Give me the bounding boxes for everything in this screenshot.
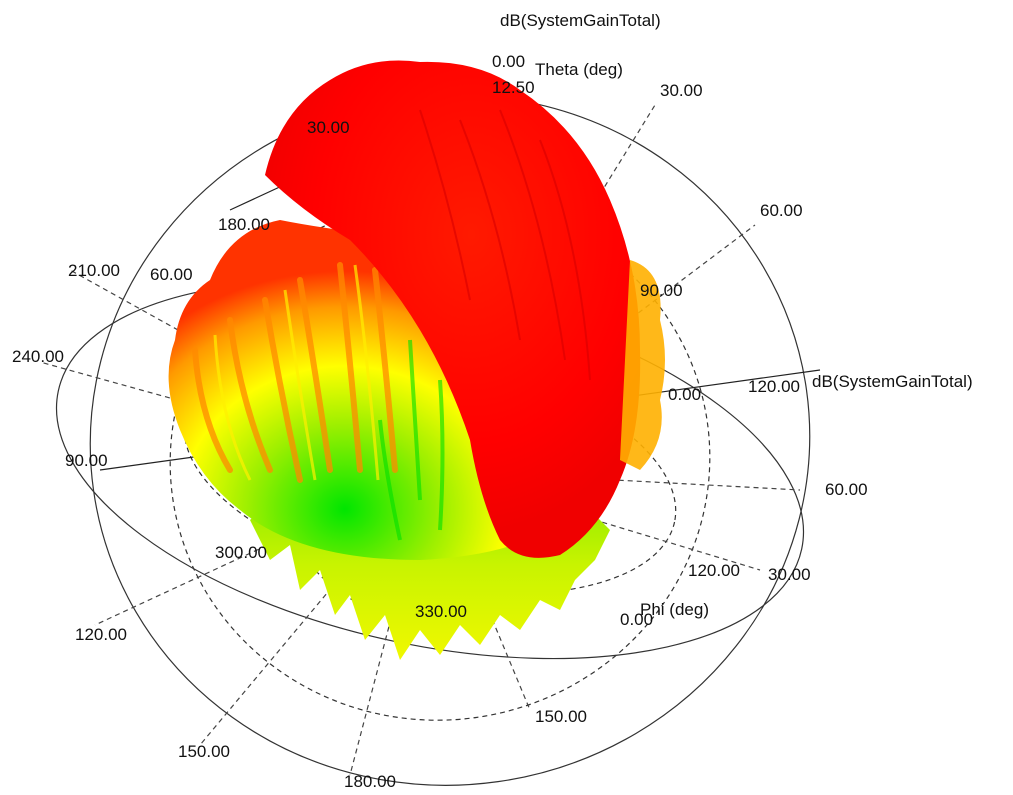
theta-tick: 60.00 xyxy=(825,480,868,499)
spoke xyxy=(429,469,801,491)
right-side-lobes xyxy=(620,260,665,470)
spoke xyxy=(94,469,431,626)
theta-tick: 120.00 xyxy=(75,625,127,644)
theta-tick: 0.00 xyxy=(620,610,653,629)
phi-tick: 240.00 xyxy=(12,347,64,366)
quantity-label-right: dB(SystemGainTotal) xyxy=(812,372,973,391)
gain-pattern-surface xyxy=(168,60,665,660)
axis-labels: dB(SystemGainTotal) dB(SystemGainTotal) … xyxy=(12,11,973,791)
spoke xyxy=(69,269,431,471)
phi-tick: 180.00 xyxy=(218,215,270,234)
theta-tick: 30.00 xyxy=(660,81,703,100)
quantity-label-top: dB(SystemGainTotal) xyxy=(500,11,661,30)
theta-tick: 30.00 xyxy=(307,118,350,137)
theta-tick: 180.00 xyxy=(344,772,396,791)
spoke xyxy=(199,469,431,746)
theta-ring-inner xyxy=(169,199,711,721)
phi-tick: 120.00 xyxy=(688,561,740,580)
radial-tick: 0.00 xyxy=(492,52,525,71)
theta-tick: 150.00 xyxy=(535,707,587,726)
theta-tick: 150.00 xyxy=(178,742,230,761)
phi-tick: 90.00 xyxy=(65,451,108,470)
phi-tick: 0.00 xyxy=(668,385,701,404)
main-lobe xyxy=(265,60,641,558)
theta-axis-label: Theta (deg) xyxy=(535,60,623,79)
theta-tick: 90.00 xyxy=(640,281,683,300)
phi-tick: 300.00 xyxy=(215,543,267,562)
theta-tick: 60.00 xyxy=(150,265,193,284)
phi-tick: 120.00 xyxy=(748,377,800,396)
phi-tick: 210.00 xyxy=(68,261,120,280)
phi-axis-label: Phi (deg) xyxy=(640,600,709,619)
radial-tick: 12.50 xyxy=(492,78,535,97)
theta-tick: 60.00 xyxy=(760,201,803,220)
theta-tick: 30.00 xyxy=(768,565,811,584)
phi-tick: 330.00 xyxy=(415,602,467,621)
